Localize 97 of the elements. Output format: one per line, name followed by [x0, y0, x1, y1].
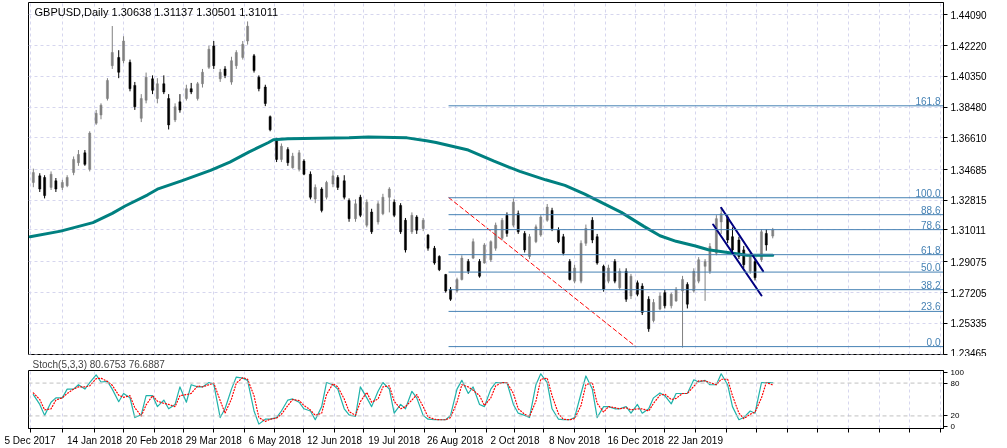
candlestick: [528, 233, 531, 260]
y-tick-label: 80: [950, 378, 960, 388]
candlestick: [681, 275, 684, 349]
series-label: 88.6: [921, 204, 941, 216]
candlestick: [212, 40, 216, 70]
y-tick-label: 0: [950, 422, 956, 432]
candlestick: [359, 194, 362, 218]
x-tick-label: 19 Jul 2018: [368, 434, 421, 446]
candlestick: [663, 289, 667, 309]
candlestick: [110, 25, 114, 70]
chart-title: GBPUSD,Daily 1.30638 1.31137 1.30501 1.31011: [34, 5, 279, 18]
candlestick: [117, 49, 121, 79]
candlestick: [602, 264, 605, 293]
x-tick-label: 5 Dec 2017: [4, 434, 57, 446]
x-tick-label: 14 Jan 2018: [67, 434, 123, 446]
x-tick-label: 26 Aug 2018: [427, 434, 484, 446]
candlestick: [320, 186, 323, 213]
series-label: 38.2: [921, 279, 941, 291]
candlestick: [106, 77, 109, 102]
candlestick: [286, 146, 290, 167]
candlestick: [613, 258, 617, 284]
x-tick-label: 29 Mar 2018: [185, 434, 243, 446]
candlestick: [151, 74, 154, 95]
candlestick: [230, 56, 233, 86]
series-label: 23.6: [921, 301, 941, 313]
y-tick-label: 1.36610: [950, 132, 988, 144]
candlestick: [38, 172, 42, 193]
x-tick-label: 6 May 2018: [248, 434, 302, 446]
y-tick-label: 1.44090: [950, 9, 988, 21]
candlestick: [433, 245, 436, 266]
candlestick: [313, 183, 317, 204]
series-label: 50.0: [921, 262, 941, 274]
candlestick: [516, 210, 520, 235]
candlestick: [43, 174, 46, 199]
candlestick: [415, 214, 419, 235]
x-tick-label: 22 Jan 2019: [667, 434, 724, 446]
candlestick: [241, 40, 245, 61]
candlestick: [235, 49, 238, 70]
candlestick: [523, 230, 526, 254]
y-tick-label: 1.32815: [950, 195, 988, 207]
candlestick: [49, 170, 53, 191]
candlestick: [156, 77, 159, 104]
candlestick: [370, 208, 373, 235]
candlestick: [550, 207, 554, 232]
series-label: 78.6: [921, 219, 941, 231]
y-tick-label: 1.29075: [950, 256, 988, 268]
candlestick: [297, 149, 301, 172]
candlestick: [201, 68, 204, 89]
candlestick: [618, 267, 621, 291]
candlestick: [246, 20, 249, 46]
candlestick: [652, 298, 655, 323]
candlestick: [765, 228, 768, 252]
candlestick: [309, 170, 312, 200]
candlestick: [388, 186, 391, 213]
candlestick: [264, 84, 267, 107]
candlestick: [505, 211, 509, 238]
series-label: 61.8: [921, 244, 941, 256]
candlestick: [72, 155, 75, 176]
candlestick: [347, 197, 351, 223]
series-label: 161.8: [915, 95, 941, 107]
candlestick: [342, 174, 346, 200]
candlestick: [122, 35, 125, 64]
candlestick: [365, 198, 369, 228]
candlestick: [196, 81, 199, 102]
x-tick-label: 20 Feb 2018: [126, 434, 183, 446]
y-tick-label: 1.38480: [950, 102, 988, 114]
candlestick: [280, 142, 283, 163]
x-tick-label: 8 Nov 2018: [549, 434, 601, 446]
candlestick: [354, 198, 357, 223]
candlestick: [629, 273, 633, 300]
candlestick: [252, 53, 256, 74]
candlestick: [410, 211, 414, 235]
x-tick-label: 16 Dec 2018: [607, 434, 665, 446]
x-tick-label: 12 Jun 2018: [307, 434, 363, 446]
series-label: 0.0: [926, 336, 941, 348]
y-tick-label: 1.34685: [950, 164, 988, 176]
x-tick-label: 2 Oct 2018: [490, 434, 540, 446]
candlestick: [173, 102, 177, 123]
series-label: 100.0: [915, 187, 941, 199]
candlestick: [207, 45, 211, 70]
candlestick: [162, 74, 166, 95]
y-tick-label: 1.40350: [950, 71, 988, 83]
candlestick: [686, 281, 689, 309]
y-tick-label: 1.27205: [950, 287, 988, 299]
y-tick-label: 100: [950, 367, 965, 377]
candlestick: [512, 197, 515, 228]
candlestick: [726, 214, 729, 244]
candlestick: [32, 168, 35, 188]
candlestick: [178, 93, 182, 114]
candlestick: [731, 226, 734, 254]
y-tick-label: 20: [950, 411, 960, 421]
y-tick-label: 1.23465: [950, 347, 988, 359]
chart-title: Stoch(5,3,3) 80.6753 76.6887: [32, 359, 166, 370]
y-tick-label: 1.31011: [950, 224, 987, 236]
y-tick-label: 1.25335: [950, 318, 988, 330]
y-tick-label: 1.42220: [950, 40, 988, 52]
candlestick: [325, 180, 328, 200]
